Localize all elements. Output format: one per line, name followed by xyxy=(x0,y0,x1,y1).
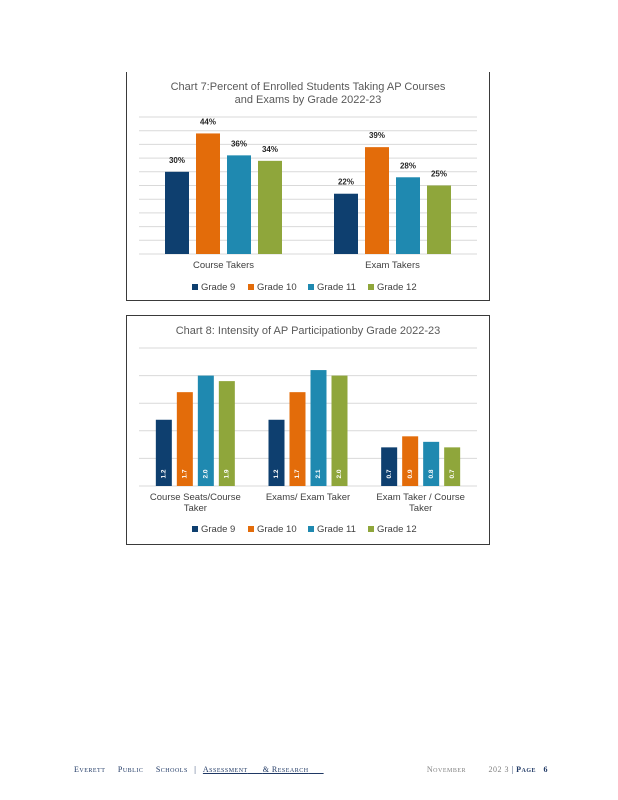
chart7-legend-label-4: Grade 12 xyxy=(377,282,417,293)
chart8-bar-3-3 xyxy=(423,441,440,486)
footer-org-word-3: Schools xyxy=(155,765,188,774)
chart8-bar-1-1 xyxy=(155,419,172,486)
chart8-category-label-1-line-2: Taker xyxy=(184,503,207,514)
chart7-bar-2-2 xyxy=(365,147,389,254)
chart8-data-label-1-4: 1.9 xyxy=(224,469,231,478)
chart8-category-label-3-line-1: Exam Taker / Course xyxy=(376,492,465,503)
chart8-bar-2-1 xyxy=(268,419,285,486)
chart8-bar-2-3 xyxy=(310,370,327,486)
chart-7-svg: Chart 7:Percent of Enrolled Students Tak… xyxy=(139,81,477,293)
chart7-legend-swatch-3 xyxy=(308,284,314,290)
chart7-data-label-1-4: 34% xyxy=(262,145,278,154)
chart8-legend-label-3: Grade 11 xyxy=(317,524,356,535)
chart7-title-line-1: Chart 7:Percent of Enrolled Students Tak… xyxy=(171,81,446,93)
chart8-bar-3-2 xyxy=(402,436,419,486)
chart8-legend-label-4: Grade 12 xyxy=(377,524,417,535)
chart7-data-label-1-2: 44% xyxy=(200,117,216,126)
chart7-data-label-2-4: 25% xyxy=(431,170,447,179)
chart7-data-label-2-2: 39% xyxy=(369,131,385,140)
footer-separator-2: | xyxy=(511,765,514,774)
chart8-data-label-3-4: 0.7 xyxy=(449,469,456,478)
footer-page-label: Page xyxy=(516,765,536,774)
chart8-data-label-2-1: 1.2 xyxy=(273,469,280,478)
chart-8-frame: Chart 8: Intensity of AP Participationby… xyxy=(126,315,490,545)
chart-8-svg: Chart 8: Intensity of AP Participationby… xyxy=(139,325,477,535)
chart8-category-label-1-line-1: Course Seats/Course xyxy=(150,492,241,503)
chart8-data-label-2-4: 2.0 xyxy=(336,469,343,478)
page-footer: Everett Public Schools | Assessment & Re… xyxy=(74,765,548,779)
chart8-data-label-3-1: 0.7 xyxy=(386,469,393,478)
footer-org-word-1: Everett xyxy=(74,765,106,774)
chart8-data-label-1-3: 2.0 xyxy=(203,469,210,478)
chart8-title-line-1: Chart 8: Intensity of AP Participationby… xyxy=(176,325,441,337)
chart8-bar-2-2 xyxy=(289,392,306,486)
chart7-legend-swatch-4 xyxy=(368,284,374,290)
footer-org-word-2: Public xyxy=(117,765,144,774)
footer-month: November xyxy=(426,765,466,774)
chart7-legend-label-2: Grade 10 xyxy=(257,282,297,293)
footer-page-number: 6 xyxy=(543,765,548,774)
chart8-legend-label-2: Grade 10 xyxy=(257,524,297,535)
footer-dept-word-1: Assessment xyxy=(202,765,248,774)
chart7-bar-2-1 xyxy=(334,193,358,254)
chart7-bar-1-3 xyxy=(227,155,251,254)
chart7-bar-1-2 xyxy=(196,133,220,254)
chart7-category-label-1: Course Takers xyxy=(193,260,254,271)
footer-dept-link[interactable]: Assessment & Research xyxy=(203,765,324,774)
chart8-data-label-2-2: 1.7 xyxy=(294,469,301,478)
chart7-legend-label-3: Grade 11 xyxy=(317,282,356,293)
chart7-data-label-2-1: 22% xyxy=(338,178,354,187)
chart8-legend-swatch-1 xyxy=(192,526,198,532)
chart8-legend-swatch-3 xyxy=(308,526,314,532)
chart7-category-label-2: Exam Takers xyxy=(365,260,420,271)
chart7-legend-swatch-2 xyxy=(248,284,254,290)
chart7-data-label-1-1: 30% xyxy=(169,156,185,165)
chart8-bar-2-4 xyxy=(331,375,348,486)
chart7-bar-1-4 xyxy=(258,160,282,254)
chart8-legend-label-1: Grade 9 xyxy=(201,524,235,535)
chart8-data-label-3-3: 0.8 xyxy=(428,469,435,478)
chart8-category-label-3-line-2: Taker xyxy=(409,503,432,514)
chart8-data-label-1-1: 1.2 xyxy=(161,469,168,478)
chart7-legend-label-1: Grade 9 xyxy=(201,282,235,293)
chart7-bar-2-4 xyxy=(427,185,451,254)
chart8-bar-3-4 xyxy=(444,447,461,486)
chart8-bar-1-2 xyxy=(176,392,193,486)
chart7-legend-swatch-1 xyxy=(192,284,198,290)
chart7-bar-2-3 xyxy=(396,177,420,254)
chart7-data-label-2-3: 28% xyxy=(400,161,416,170)
footer-separator: | xyxy=(194,765,197,774)
chart8-data-label-3-2: 0.9 xyxy=(407,469,414,478)
chart8-bar-3-1 xyxy=(381,447,398,486)
chart7-title-line-2: and Exams by Grade 2022-23 xyxy=(235,94,382,106)
chart8-bar-1-3 xyxy=(197,375,214,486)
chart8-legend-swatch-2 xyxy=(248,526,254,532)
chart-7-frame: Chart 7:Percent of Enrolled Students Tak… xyxy=(126,72,490,301)
chart7-data-label-1-3: 36% xyxy=(231,139,247,148)
chart8-legend-swatch-4 xyxy=(368,526,374,532)
chart8-bar-1-4 xyxy=(218,381,235,486)
chart8-category-label-2: Exams/ Exam Taker xyxy=(266,492,350,503)
footer-dept-word-2: & Research xyxy=(262,765,309,774)
chart8-data-label-2-3: 2.1 xyxy=(315,469,322,478)
footer-year: 202 3 xyxy=(488,765,509,774)
chart8-data-label-1-2: 1.7 xyxy=(182,469,189,478)
chart7-bar-1-1 xyxy=(165,171,189,254)
